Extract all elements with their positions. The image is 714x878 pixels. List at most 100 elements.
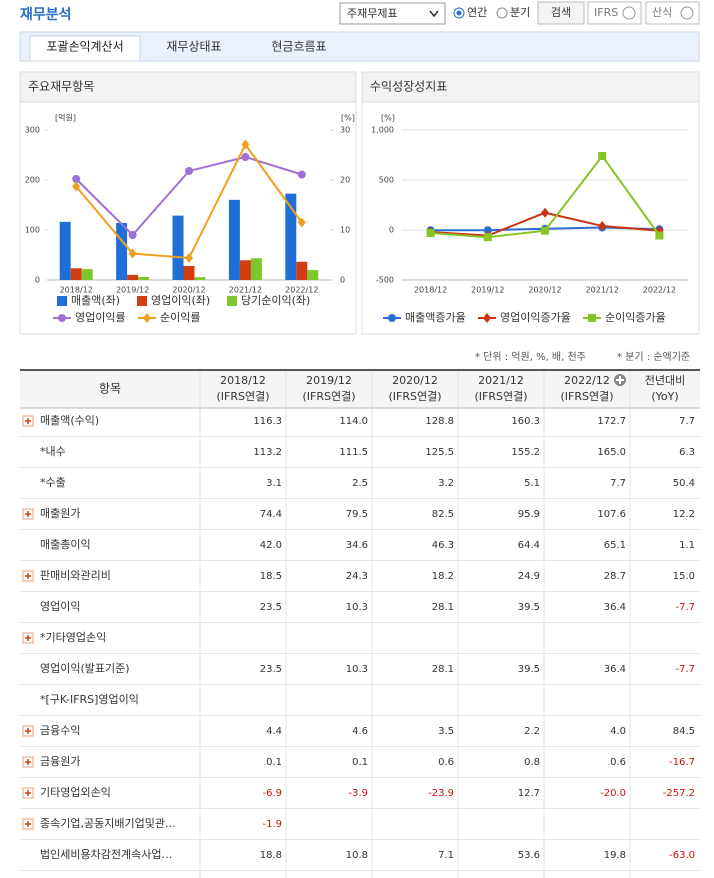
cell: 23.5 — [260, 602, 282, 613]
column-basis: (YoY) — [651, 390, 678, 403]
line — [75, 142, 303, 260]
bar — [138, 276, 150, 280]
note: * 분기 : 순액기준 — [617, 351, 690, 363]
formula-label[interactable]: 산식 — [652, 6, 672, 19]
point — [655, 231, 664, 240]
cell: 2.5 — [352, 478, 368, 489]
x-tick-label: 2021/12 — [229, 286, 262, 295]
y2-tick-label: 10 — [340, 226, 350, 235]
column-period: 2022/12 — [564, 374, 610, 387]
tab-label[interactable]: 포괄손익계산서 — [46, 40, 123, 54]
point — [58, 314, 66, 322]
cell: 19.8 — [604, 850, 626, 861]
row-label: 기타영업외손익 — [40, 786, 111, 799]
column-basis: (IFRS연결) — [560, 390, 613, 403]
column-period: 2018/12 — [220, 374, 266, 387]
bar — [116, 223, 128, 280]
cell: 23.5 — [260, 664, 282, 675]
row-label: 매출총이익 — [40, 538, 91, 551]
point — [128, 248, 137, 259]
tab-label[interactable]: 재무상태표 — [166, 40, 221, 54]
point — [483, 226, 492, 235]
point — [241, 139, 250, 150]
cell: -16.7 — [669, 757, 695, 768]
cell: 3.5 — [438, 726, 454, 737]
cell: 12.2 — [673, 509, 695, 520]
x-tick-label: 2019/12 — [471, 286, 504, 295]
cell: -7.7 — [675, 602, 695, 613]
table-header-bg — [20, 370, 700, 408]
help-icon — [680, 6, 694, 20]
cell: -63.0 — [669, 850, 695, 861]
cell: 39.5 — [518, 602, 540, 613]
cell: 111.5 — [339, 447, 368, 458]
point — [388, 314, 396, 322]
legend-label: 매출액증가율 — [405, 311, 466, 324]
cell: 10.8 — [346, 850, 368, 861]
cell: 165.0 — [597, 447, 626, 458]
bar — [81, 269, 93, 280]
cell: 0.6 — [610, 757, 626, 768]
x-tick-label: 2020/12 — [528, 286, 561, 295]
cell: 18.5 — [260, 571, 282, 582]
legend-swatch — [137, 296, 147, 306]
y2-unit: [%] — [341, 114, 355, 123]
y2-tick-label: 0 — [340, 276, 345, 285]
bar — [307, 270, 319, 280]
search-button[interactable] — [537, 1, 585, 25]
tab-active[interactable] — [29, 35, 141, 62]
search-label[interactable]: 검색 — [551, 6, 571, 19]
cell: 0.8 — [524, 757, 540, 768]
select-box[interactable] — [339, 2, 446, 25]
tab-label[interactable]: 현금흐름표 — [271, 40, 326, 54]
cell: 3.2 — [438, 478, 454, 489]
row-label: 매출원가 — [40, 507, 80, 520]
legend-label: 영업이익증가율 — [500, 311, 571, 324]
cell: 0.1 — [352, 757, 368, 768]
expand-plus — [25, 728, 31, 734]
page-title: 재무분석 — [20, 7, 72, 23]
row-label: 금융수익 — [40, 724, 80, 737]
cell: 46.3 — [432, 540, 454, 551]
row-label: 종속기업,공동지배기업및관… — [40, 817, 176, 830]
row-label: 영업이익 — [40, 600, 80, 613]
cell: -3.9 — [348, 788, 368, 799]
radio-annual-label[interactable]: 연간 — [467, 6, 487, 19]
cell: 114.0 — [339, 416, 368, 427]
y-tick-label: -500 — [376, 276, 394, 285]
help-icon — [622, 6, 636, 20]
cell: 10.3 — [346, 664, 368, 675]
table-header: 항목 — [99, 382, 121, 396]
cell: 7.7 — [679, 416, 695, 427]
y-tick-label: 500 — [379, 176, 394, 185]
ifrs-label[interactable]: IFRS — [594, 6, 618, 19]
panel — [361, 71, 700, 335]
expand-plus — [25, 511, 31, 517]
select-label[interactable]: 주재무제표 — [347, 7, 398, 20]
cell: 7.1 — [438, 850, 454, 861]
legend-label: 매출액(좌) — [71, 294, 120, 307]
cell: 4.4 — [266, 726, 282, 737]
select-arrow — [429, 10, 439, 18]
cell: 36.4 — [604, 664, 626, 675]
cell: 10.3 — [346, 602, 368, 613]
point — [483, 233, 492, 242]
radio-quarter[interactable] — [496, 7, 508, 19]
cell: 36.4 — [604, 602, 626, 613]
point — [541, 226, 549, 235]
legend-label: 당기순이익(좌) — [241, 294, 310, 307]
cell: 6.3 — [679, 447, 695, 458]
column-basis: (IFRS연결) — [216, 390, 269, 403]
bar — [285, 193, 297, 280]
cell: 64.4 — [518, 540, 540, 551]
expand-plus — [25, 418, 31, 424]
note: * 단위 : 억원, %, 배, 천주 — [475, 350, 586, 363]
cell: 0.6 — [438, 757, 454, 768]
cell: 53.6 — [518, 850, 540, 861]
cell: 15.0 — [673, 571, 695, 582]
legend-label: 영업이익(좌) — [151, 294, 210, 307]
radio-quarter-label[interactable]: 분기 — [510, 6, 530, 19]
cell: 28.7 — [604, 571, 626, 582]
